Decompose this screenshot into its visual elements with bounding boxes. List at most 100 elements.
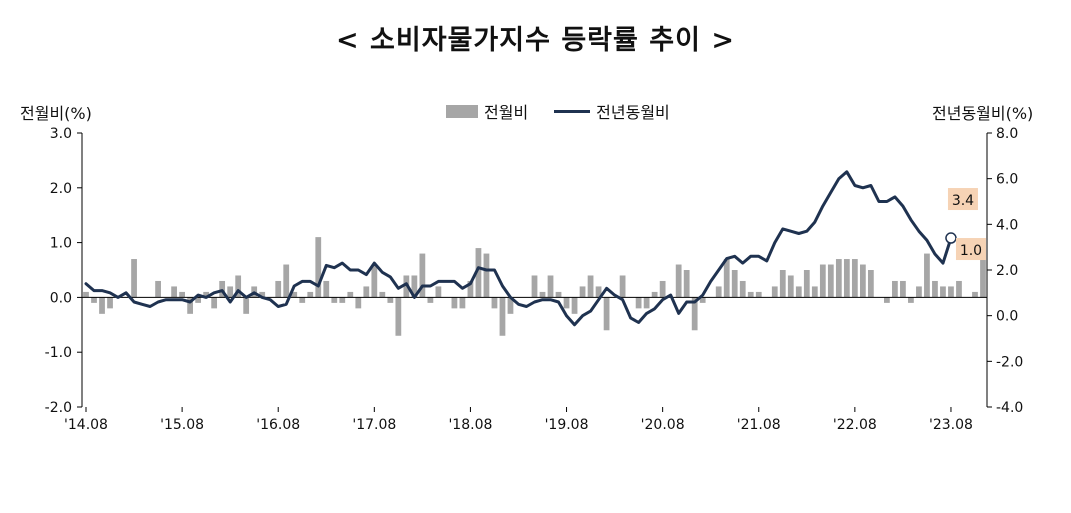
bar-mark bbox=[563, 297, 570, 309]
x-tick-label: '19.08 bbox=[545, 417, 589, 433]
bar-mark bbox=[347, 291, 354, 298]
left-tick-label: 2.0 bbox=[50, 181, 72, 197]
bar-mark bbox=[771, 286, 778, 298]
bar-mark bbox=[363, 286, 370, 298]
last-point-marker bbox=[945, 232, 957, 244]
bar-mark bbox=[587, 275, 594, 298]
bar-mark bbox=[547, 275, 554, 298]
bar-mark bbox=[483, 253, 490, 298]
bar-mark bbox=[755, 291, 762, 298]
bar-mark bbox=[651, 291, 658, 298]
bar-mark bbox=[419, 253, 426, 298]
bar-mark bbox=[908, 297, 914, 303]
bar-mark bbox=[892, 280, 898, 298]
bar-mark bbox=[331, 297, 338, 303]
bar-mark bbox=[940, 286, 946, 298]
left-tick-label: -2.0 bbox=[45, 400, 72, 416]
x-tick-label: '14.08 bbox=[64, 417, 108, 433]
right-tick-label: 2.0 bbox=[996, 263, 1018, 279]
x-tick-label: '18.08 bbox=[448, 417, 492, 433]
right-tick-label: 6.0 bbox=[996, 172, 1018, 188]
x-tick-label: '20.08 bbox=[641, 417, 685, 433]
bar-mark bbox=[155, 280, 161, 298]
x-tick-label: '21.08 bbox=[737, 417, 781, 433]
bar-mark bbox=[859, 264, 866, 298]
bar-mark bbox=[427, 297, 434, 303]
bar-mark bbox=[131, 259, 137, 298]
bar-mark bbox=[747, 291, 754, 298]
line-series-yoy bbox=[84, 170, 953, 327]
right-tick-label: -2.0 bbox=[996, 354, 1023, 370]
bar-mark bbox=[283, 264, 290, 298]
bar-mark bbox=[227, 286, 234, 298]
bar-mark bbox=[555, 291, 562, 298]
legend-line-swatch bbox=[554, 109, 591, 113]
bar-mark bbox=[187, 297, 194, 314]
bar-mark bbox=[827, 264, 834, 298]
bar-mark bbox=[99, 297, 105, 314]
bar-mark bbox=[924, 253, 930, 298]
callout-mom-label: 1.0 bbox=[960, 243, 982, 259]
bar-mark bbox=[531, 275, 538, 298]
bar-mark bbox=[355, 297, 362, 309]
bar-mark bbox=[307, 291, 314, 298]
chart-title: < 소비자물가지수 등락률 추이 > bbox=[336, 25, 735, 56]
bar-mark bbox=[916, 286, 922, 298]
bar-mark bbox=[795, 286, 802, 298]
bar-mark bbox=[387, 297, 394, 303]
bar-mark bbox=[900, 280, 906, 298]
bar-mark bbox=[595, 286, 602, 298]
bar-mark bbox=[867, 270, 874, 298]
left-axis-title: 전월비(%) bbox=[20, 104, 92, 123]
bar-mark bbox=[379, 291, 386, 298]
bar-mark bbox=[635, 297, 642, 309]
bar-mark bbox=[323, 280, 330, 298]
bar-mark bbox=[683, 270, 690, 298]
callout-mom-box bbox=[955, 238, 986, 261]
bar-mark bbox=[779, 270, 786, 298]
right-tick-label: -4.0 bbox=[996, 400, 1023, 416]
x-tick-label: '15.08 bbox=[160, 417, 204, 433]
bar-mark bbox=[459, 297, 466, 309]
left-tick-label: -1.0 bbox=[45, 345, 72, 361]
bar-mark bbox=[107, 297, 113, 309]
bar-mark bbox=[299, 297, 306, 303]
bar-mark bbox=[723, 259, 730, 298]
bar-mark bbox=[731, 270, 738, 298]
callout-yoy-label: 3.4 bbox=[952, 193, 974, 209]
bar-mark bbox=[83, 291, 89, 298]
bar-mark bbox=[659, 280, 666, 298]
bar-mark bbox=[571, 297, 578, 314]
bar-mark bbox=[371, 264, 378, 298]
bar-mark bbox=[451, 297, 458, 309]
bar-mark bbox=[739, 280, 746, 298]
bar-mark bbox=[803, 270, 810, 298]
bar-mark bbox=[491, 297, 498, 309]
legend-line-label: 전년동월비 bbox=[596, 103, 670, 122]
bar-mark bbox=[91, 297, 97, 303]
bar-mark bbox=[579, 286, 586, 298]
legend-bar-label: 전월비 bbox=[484, 103, 529, 122]
left-tick-label: 1.0 bbox=[50, 236, 72, 252]
bar-mark bbox=[619, 275, 626, 298]
bar-mark bbox=[203, 291, 210, 298]
bar-mark bbox=[411, 275, 418, 298]
bar-mark bbox=[235, 275, 242, 298]
bar-mark bbox=[195, 297, 202, 303]
bar-mark bbox=[211, 297, 218, 309]
bar-mark bbox=[539, 291, 546, 298]
bar-mark bbox=[835, 259, 842, 298]
x-tick-label: '23.08 bbox=[929, 417, 973, 433]
right-tick-label: 4.0 bbox=[996, 217, 1018, 233]
bar-mark bbox=[475, 248, 482, 298]
bar-mark bbox=[980, 242, 986, 298]
bar-mark bbox=[972, 291, 978, 298]
x-tick-label: '17.08 bbox=[352, 417, 396, 433]
bar-mark bbox=[643, 297, 650, 309]
x-tick-label: '16.08 bbox=[256, 417, 300, 433]
bar-mark bbox=[956, 280, 962, 298]
bar-mark bbox=[699, 297, 706, 303]
bar-mark bbox=[884, 297, 890, 303]
bar-mark bbox=[819, 264, 826, 298]
